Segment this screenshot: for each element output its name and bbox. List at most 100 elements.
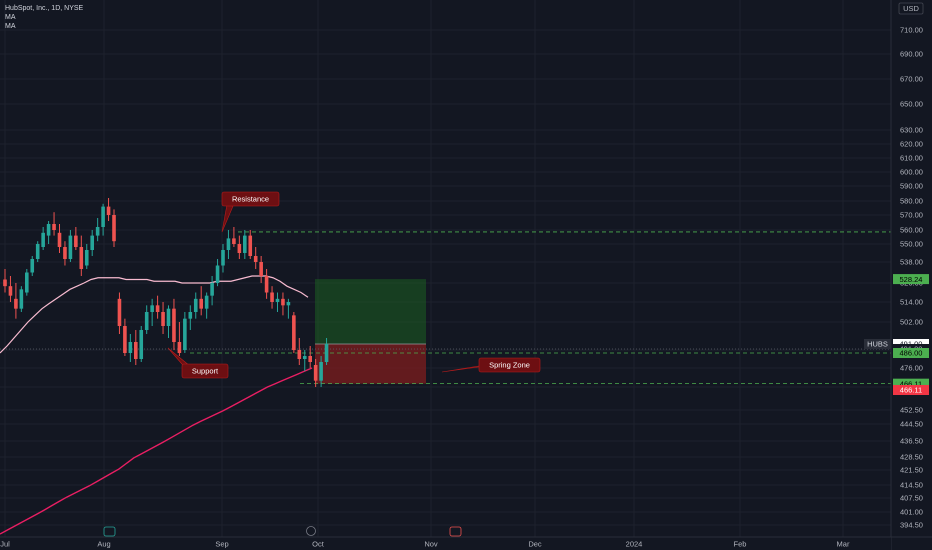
candle-body xyxy=(199,298,203,309)
earnings-marker-icon xyxy=(103,526,116,537)
price-tick-label: 630.00 xyxy=(900,126,923,135)
indicator-ma-label[interactable]: MA xyxy=(5,14,16,21)
candle-body xyxy=(232,238,236,244)
time-axis-background xyxy=(0,537,891,550)
candle-body xyxy=(177,342,182,353)
candle-body xyxy=(68,235,73,259)
ma-slow-line xyxy=(0,367,313,535)
candle-body xyxy=(286,302,291,306)
price-axis[interactable]: USD 710.00 690.00 670.00 650.00 630.00 620.00 6… xyxy=(864,0,932,550)
candle-body xyxy=(324,344,329,362)
price-tick-label: 414.50 xyxy=(900,481,923,490)
ma-fast-line xyxy=(0,275,309,354)
candle-body xyxy=(14,298,18,309)
candle-body xyxy=(226,238,231,250)
candle-body xyxy=(243,235,247,253)
price-tag-label: 466.11 xyxy=(900,379,922,388)
time-tick-label: Oct xyxy=(312,540,325,549)
time-tick-label: Mar xyxy=(837,540,850,549)
price-tick-label: 650.00 xyxy=(900,100,923,109)
price-tick-label: 590.00 xyxy=(900,182,923,191)
callout-box xyxy=(478,357,541,373)
time-axis[interactable]: Jul Aug Sep Oct Nov Dec 2024 Feb Mar xyxy=(0,526,932,550)
candle-body xyxy=(221,250,225,266)
price-tag xyxy=(893,274,929,285)
currency-label: USD xyxy=(903,4,919,13)
candle-body xyxy=(112,215,116,242)
candle-body xyxy=(292,315,296,350)
candle-body xyxy=(248,235,253,256)
candle-body xyxy=(139,330,144,359)
candle-body xyxy=(161,312,165,326)
long-position-zones[interactable] xyxy=(0,279,891,384)
time-tick-label: Aug xyxy=(97,540,110,549)
price-tag-label: HUBS xyxy=(867,340,888,349)
price-tag-label: 466.11 xyxy=(900,386,922,395)
candle-body xyxy=(270,292,274,302)
candle-body xyxy=(183,318,187,350)
chart-legend: HubSpot, Inc., 1D, NYSE MA MA xyxy=(5,4,83,31)
candle-body xyxy=(90,235,94,250)
candle-body xyxy=(281,298,285,306)
callout-label: Spring Zone xyxy=(489,361,530,370)
candle-body xyxy=(84,250,89,266)
price-tick-label: 407.50 xyxy=(900,494,923,503)
callout-box xyxy=(181,363,229,379)
candle-body xyxy=(264,276,269,293)
candle-body xyxy=(150,305,154,312)
candle-body xyxy=(193,298,198,312)
price-tick-label: 394.50 xyxy=(900,521,923,530)
candle-body xyxy=(57,232,62,247)
symbol-title: HubSpot, Inc., 1D, NYSE xyxy=(5,5,84,12)
candle-body xyxy=(319,362,323,381)
candle-body xyxy=(166,308,171,326)
dividend-marker-icon xyxy=(306,526,316,536)
candle-body xyxy=(63,247,67,259)
time-tick-label: 2024 xyxy=(626,540,643,549)
price-tag xyxy=(864,339,891,349)
candle-body xyxy=(25,272,29,293)
price-tick-label: 401.00 xyxy=(900,508,923,517)
candle-body xyxy=(101,206,105,227)
horizontal-levels[interactable] xyxy=(190,231,891,385)
candle-body xyxy=(106,206,111,215)
candle-body xyxy=(19,289,24,309)
price-tick-label: 538.00 xyxy=(900,258,923,267)
target-zone xyxy=(315,279,426,344)
price-tick-label: 502.00 xyxy=(900,318,923,327)
time-tick-label: Sep xyxy=(215,540,228,549)
annotations[interactable]: Resistance Support Spring Zone xyxy=(167,191,541,379)
callout-box xyxy=(221,191,280,207)
price-tick-label: 570.00 xyxy=(900,211,923,220)
candle-body xyxy=(35,244,40,259)
candle-body xyxy=(46,224,51,236)
candle-body xyxy=(117,298,122,326)
candle-body xyxy=(74,235,78,247)
time-tick-label: Dec xyxy=(528,540,542,549)
candle-body xyxy=(79,247,84,269)
indicator-ma-label[interactable]: MA xyxy=(5,23,16,30)
candle-body xyxy=(308,356,312,362)
candle-body xyxy=(95,227,100,236)
price-tick-label: 560.00 xyxy=(900,226,923,235)
candlesticks xyxy=(3,198,329,387)
price-tick-label: 580.00 xyxy=(900,197,923,206)
candle-body xyxy=(275,298,280,302)
price-tick-label: 428.50 xyxy=(900,453,923,462)
candle-body xyxy=(237,244,242,253)
candle-body xyxy=(215,265,220,283)
candle-body xyxy=(302,356,307,359)
candle-body xyxy=(123,326,127,353)
moving-averages xyxy=(0,275,313,535)
candle-body xyxy=(144,312,149,330)
candle-body xyxy=(128,342,133,353)
candle-body xyxy=(8,286,13,296)
candle-body xyxy=(210,283,214,296)
currency-button xyxy=(898,2,924,15)
price-tick-label: 670.00 xyxy=(900,75,923,84)
price-tick-label: 452.50 xyxy=(900,406,923,415)
candle-body xyxy=(188,312,193,319)
time-tick-label: Jul xyxy=(0,540,10,549)
candle-body xyxy=(204,295,209,309)
